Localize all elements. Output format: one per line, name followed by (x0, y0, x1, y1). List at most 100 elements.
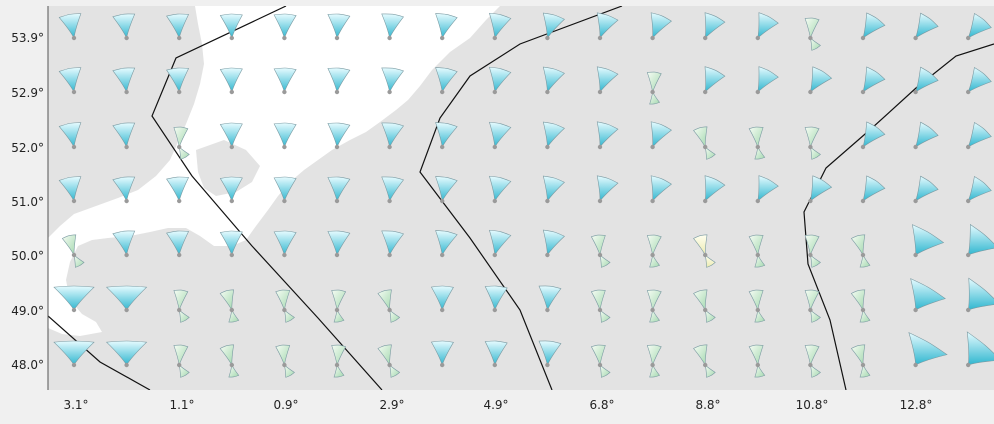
wind-rose-anchor (966, 198, 971, 204)
wind-rose-petal (331, 289, 347, 311)
wind-rose-anchor (71, 198, 77, 204)
wind-rose-petal (967, 277, 994, 311)
wind-rose-anchor (492, 307, 497, 313)
wind-rose-anchor (860, 144, 866, 150)
wind-rose-petal (166, 230, 189, 256)
wind-rose-anchor (282, 362, 287, 368)
wind-rose-petal (219, 13, 243, 39)
wind-rose-anchor (177, 252, 182, 258)
wind-rose-petal (327, 67, 351, 93)
wind-rose-anchor (597, 307, 603, 313)
wind-rose-petal (646, 344, 662, 366)
wind-rose-petal (967, 66, 992, 93)
wind-rose-petal (489, 121, 512, 148)
wind-rose-anchor (966, 144, 971, 150)
wind-rose-anchor (177, 144, 182, 150)
wind-rose-anchor (124, 89, 129, 95)
wind-rose-anchor (71, 252, 77, 258)
wind-rose-anchor (545, 35, 550, 41)
wind-rose-petal (649, 363, 660, 378)
wind-rose-petal (435, 122, 458, 148)
wind-rose-petal (757, 175, 779, 202)
wind-rose-anchor (71, 362, 77, 368)
wind-rose-petal (273, 122, 297, 148)
wind-rose-petal (915, 175, 939, 202)
wind-rose-petal (757, 66, 779, 93)
wind-rose-anchor (282, 35, 287, 41)
wind-rose-petal (693, 234, 708, 256)
wind-rose-anchor (597, 144, 603, 150)
wind-rose-petal (166, 13, 189, 39)
wind-rose-anchor (545, 144, 550, 150)
wind-rose-petal (73, 254, 85, 268)
wind-rose-anchor (860, 252, 866, 258)
wind-rose-petal (910, 278, 946, 311)
wind-rose-anchor (755, 35, 760, 41)
wind-rose-petal (331, 344, 347, 366)
wind-rose-petal (748, 126, 764, 148)
wind-rose-petal (219, 344, 234, 366)
wind-rose-petal (283, 364, 295, 378)
wind-rose-anchor (808, 252, 813, 258)
wind-rose-anchor (387, 89, 392, 95)
wind-rose-petal (862, 66, 886, 93)
wind-rose-petal (105, 340, 148, 366)
wind-rose-anchor (703, 35, 708, 41)
wind-rose-petal (596, 121, 619, 148)
wind-rose-petal (590, 344, 606, 366)
wind-rose-petal (650, 121, 672, 148)
wind-rose-petal (273, 230, 297, 256)
wind-rose-petal (967, 223, 994, 256)
wind-rose-petal (327, 230, 351, 256)
wind-rose-anchor (966, 89, 971, 95)
wind-rose-petal (966, 331, 994, 366)
wind-rose-petal (275, 344, 291, 366)
wind-rose-petal (757, 12, 779, 39)
x-tick-label: 12.8° (900, 398, 933, 412)
wind-rose-anchor (597, 252, 603, 258)
wind-rose-petal (693, 289, 708, 311)
wind-rose-anchor (703, 198, 708, 204)
coastline-island (196, 140, 260, 196)
wind-rose-petal (599, 309, 611, 323)
wind-rose-petal (967, 121, 992, 148)
wind-rose-petal (542, 229, 565, 256)
wind-rose-petal (219, 289, 234, 311)
wind-rose-anchor (440, 362, 445, 368)
wind-rose-anchor (492, 35, 497, 41)
wind-rose-petal (327, 122, 351, 148)
wind-rose-anchor (440, 89, 445, 95)
wind-rose-petal (435, 67, 458, 93)
wind-rose-anchor (650, 89, 655, 95)
wind-rose-anchor (492, 198, 497, 204)
wind-rose-anchor (387, 198, 392, 204)
wind-rose-petal (754, 363, 766, 378)
wind-rose-petal (908, 332, 948, 366)
wind-rose-anchor (282, 252, 287, 258)
wind-rose-anchor (124, 144, 129, 150)
x-tick-label: 1.1° (169, 398, 194, 412)
wind-rose-petal (53, 340, 95, 366)
y-tick-label: 50.0° (11, 249, 44, 263)
wind-rose-petal (809, 364, 821, 378)
wind-rose-anchor (71, 35, 77, 41)
wind-rose-petal (178, 309, 190, 323)
wind-rose-anchor (440, 198, 445, 204)
wind-rose-anchor (334, 89, 340, 95)
wind-rose-petal (489, 229, 512, 256)
wind-rose-petal (596, 66, 619, 93)
wind-rose-anchor (755, 307, 760, 313)
wind-rose-petal (58, 67, 82, 93)
wind-rose-anchor (966, 307, 971, 313)
wind-rose-petal (650, 12, 672, 39)
wind-rose-anchor (492, 144, 497, 150)
wind-rose-anchor (755, 144, 760, 150)
wind-rose-anchor (124, 252, 129, 258)
wind-rose-petal (967, 175, 992, 202)
wind-rose-anchor (492, 362, 497, 368)
wind-rose-anchor (492, 252, 497, 258)
wind-rose-petal (859, 253, 871, 268)
wind-rose-petal (112, 230, 136, 256)
wind-rose-petal (693, 344, 708, 366)
wind-rose-anchor (808, 144, 813, 150)
